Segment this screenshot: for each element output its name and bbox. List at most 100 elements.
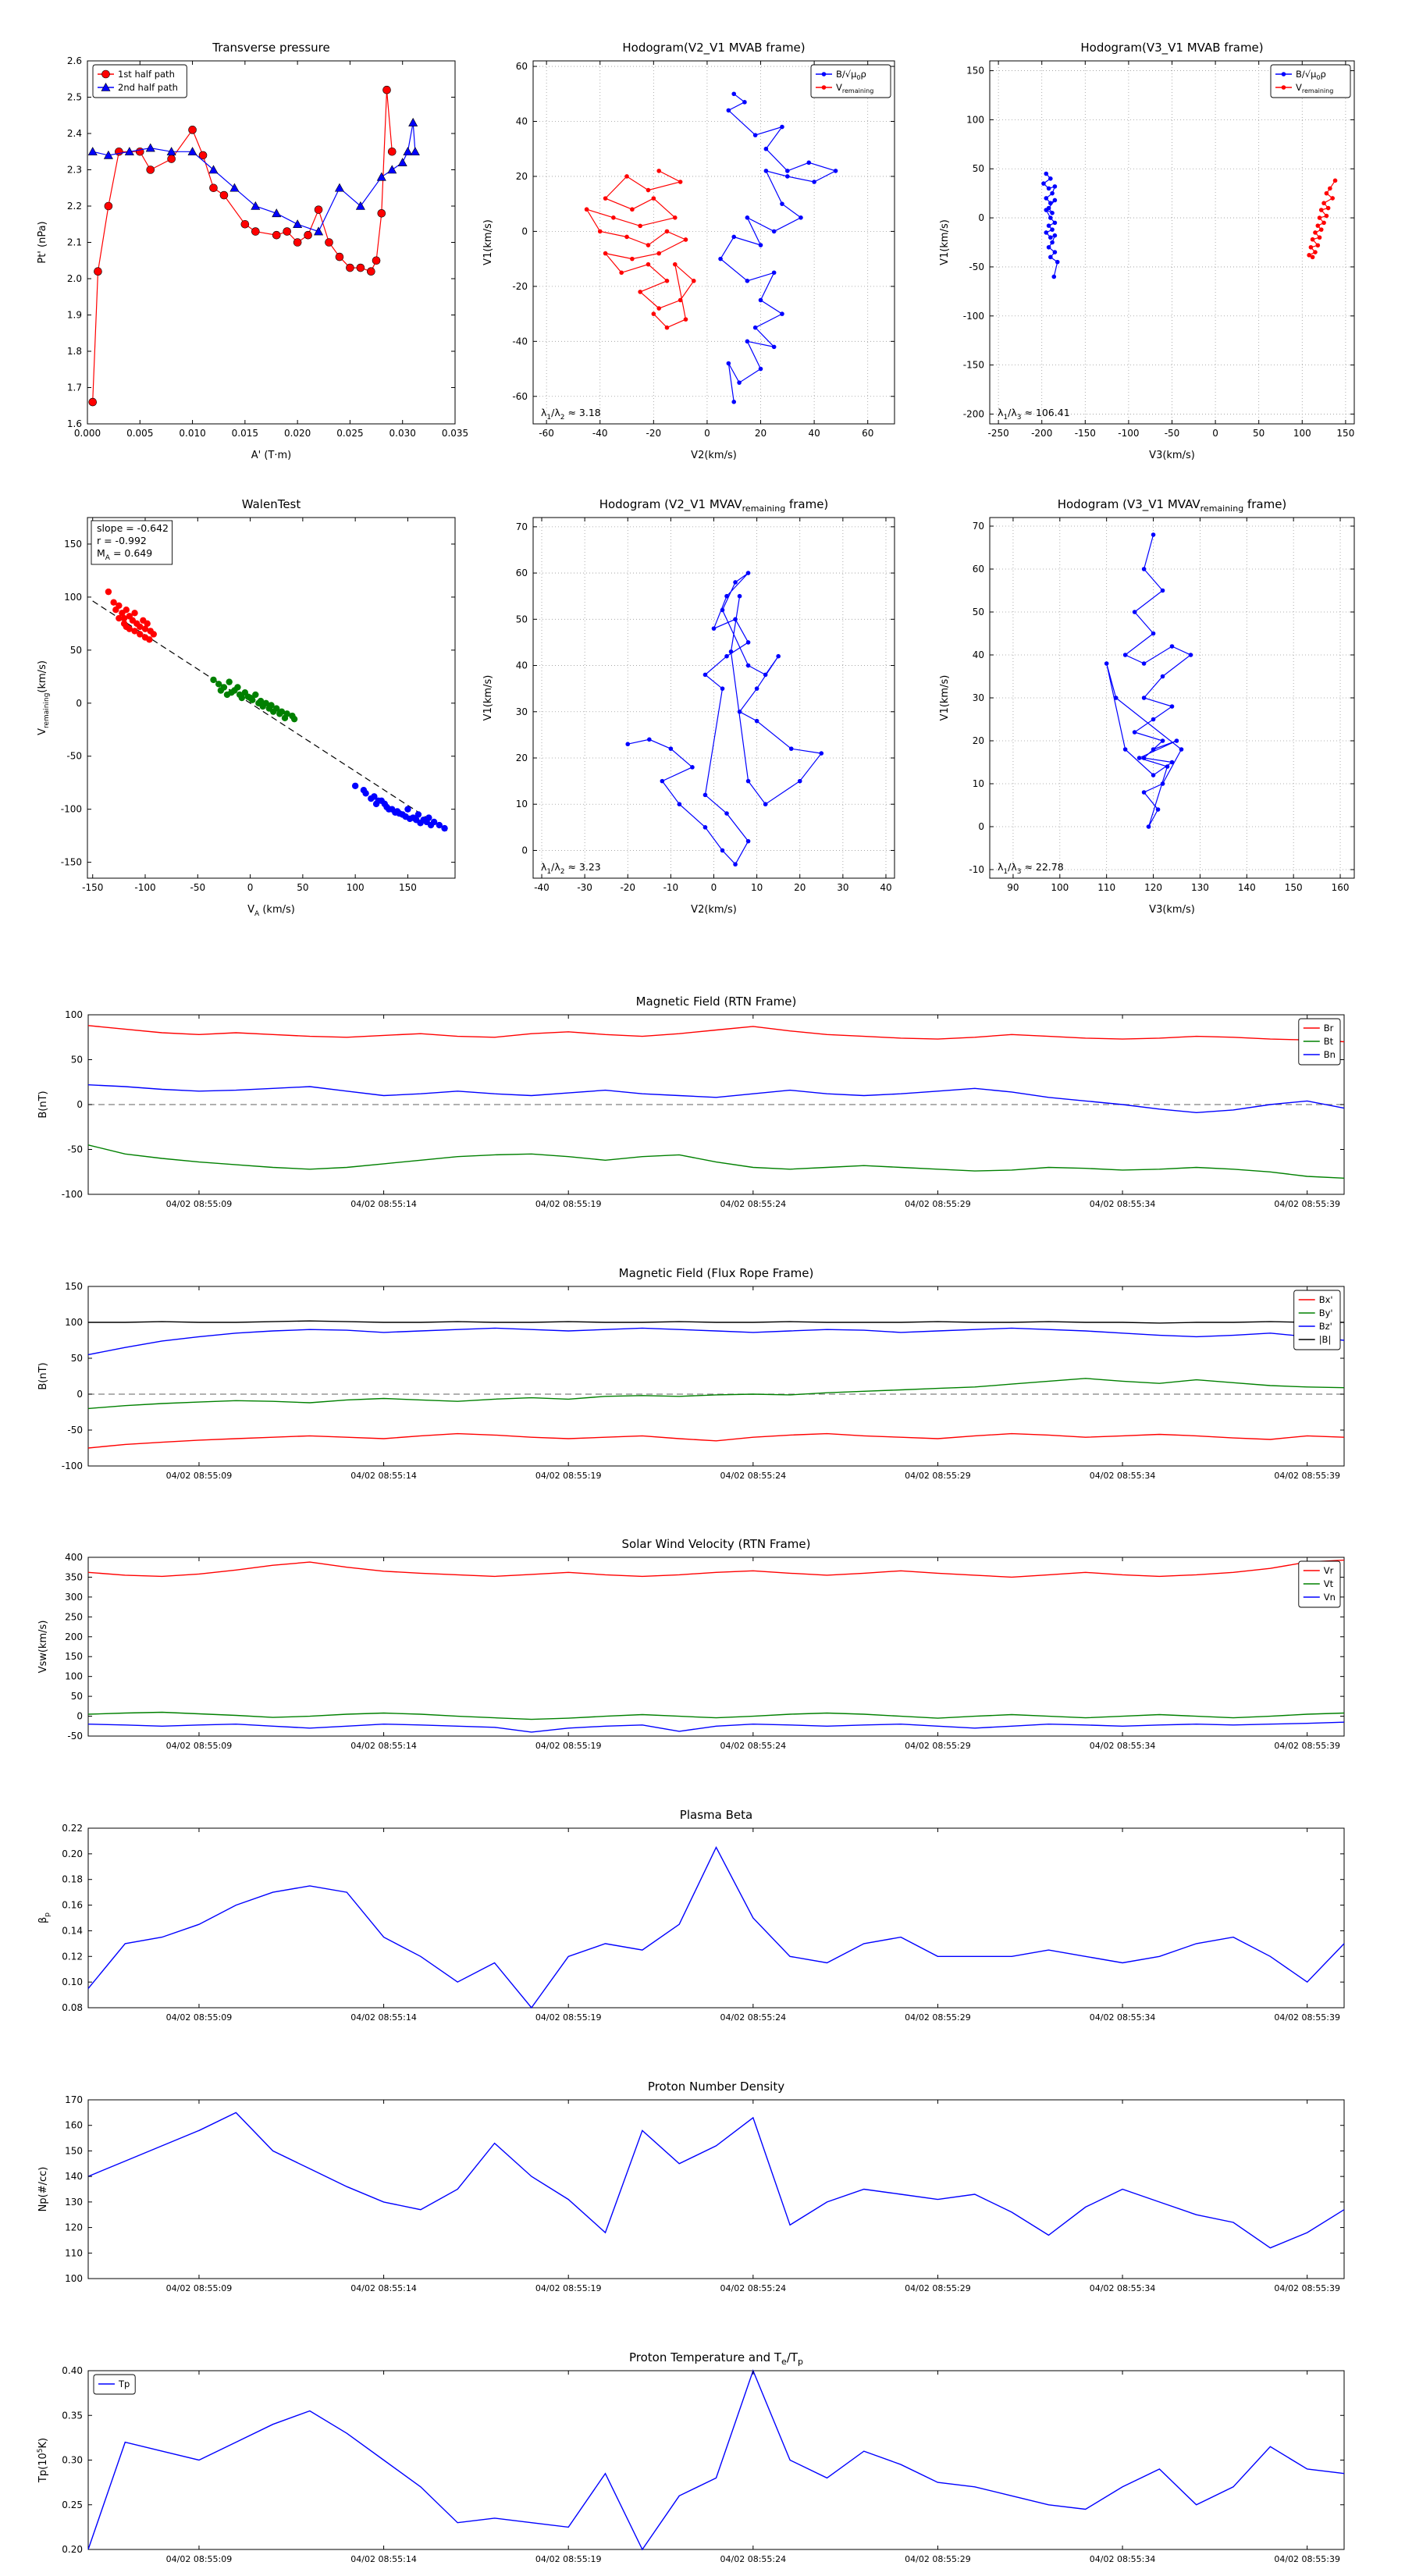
svg-text:V1(km/s): V1(km/s): [939, 675, 951, 721]
svg-text:04/02 08:55:39: 04/02 08:55:39: [1274, 1471, 1340, 1481]
svg-text:160: 160: [1332, 882, 1350, 893]
plasma-beta-chart: 04/02 08:55:09 04/02 08:55:14 04/02 08:55:…: [23, 1795, 1355, 2034]
svg-text:2.2: 2.2: [67, 201, 82, 212]
svg-text:-50: -50: [67, 1731, 83, 1742]
svg-text:0.005: 0.005: [126, 428, 153, 439]
svg-text:B(nT): B(nT): [37, 1091, 49, 1118]
svg-text:60: 60: [516, 568, 528, 578]
svg-text:04/02 08:55:39: 04/02 08:55:39: [1274, 1741, 1340, 1751]
svg-text:λ1​/λ2​ ≈ 3.18: λ1​/λ2​ ≈ 3.18: [541, 407, 601, 422]
svg-text:04/02 08:55:39: 04/02 08:55:39: [1274, 1199, 1340, 1209]
svg-text:λ1​/λ2​ ≈ 3.23: λ1​/λ2​ ≈ 3.23: [541, 861, 601, 876]
svg-text:04/02 08:55:29: 04/02 08:55:29: [905, 2283, 971, 2293]
svg-text:0.030: 0.030: [389, 428, 416, 439]
svg-text:MA​ = 0.649: MA​ = 0.649: [97, 547, 152, 562]
svg-text:WalenTest: WalenTest: [242, 497, 301, 511]
svg-text:04/02 08:55:09: 04/02 08:55:09: [166, 1199, 233, 1209]
svg-text:-150: -150: [1075, 428, 1096, 439]
svg-text:-50: -50: [67, 1144, 83, 1155]
svg-text:20: 20: [794, 882, 806, 893]
chart-svg: 04/02 08:55:09 04/02 08:55:14 04/02 08:55:…: [37, 1266, 1345, 1481]
svg-text:04/02 08:55:39: 04/02 08:55:39: [1274, 2012, 1340, 2023]
svg-text:Vn: Vn: [1324, 1592, 1336, 1603]
svg-text:0.000: 0.000: [74, 428, 101, 439]
svg-text:04/02 08:55:19: 04/02 08:55:19: [535, 2283, 602, 2293]
svg-text:170: 170: [65, 2094, 83, 2105]
svg-text:Proton Number Density: Proton Number Density: [648, 2080, 784, 2094]
proton-number-density-chart: 04/02 08:55:09 04/02 08:55:14 04/02 08:55:…: [23, 2067, 1355, 2305]
svg-text:0.010: 0.010: [179, 428, 205, 439]
chart-svg: 04/02 08:55:09 04/02 08:55:14 04/02 08:55:…: [37, 1537, 1345, 1751]
svg-text:04/02 08:55:29: 04/02 08:55:29: [905, 1199, 971, 1209]
svg-text:100: 100: [966, 114, 984, 125]
svg-text:βp​: βp​: [37, 1912, 52, 1923]
svg-text:0.22: 0.22: [62, 1823, 83, 1834]
chart-svg: 0.000 0.005 0.010 0.015 0.020 0.025 0.030 0.035…: [37, 41, 468, 461]
svg-text:-10: -10: [663, 882, 679, 893]
svg-text:-50: -50: [190, 882, 205, 893]
svg-text:-100: -100: [134, 882, 155, 893]
svg-text:04/02 08:55:14: 04/02 08:55:14: [350, 2012, 417, 2023]
svg-text:0.025: 0.025: [336, 428, 363, 439]
chart-svg: -60 -40 -20 0 20 40 60 -60 -40 -20 0 20 40 60 Hodogram…: [482, 41, 895, 461]
svg-text:V2(km/s): V2(km/s): [691, 450, 737, 461]
svg-text:04/02 08:55:09: 04/02 08:55:09: [166, 2283, 233, 2293]
hodogram-v2v1-mvav-chart: -40 -30 -20 -10 0 10 20 30 40 0 10 20 30 40 50 60 70 Hodo…: [471, 485, 907, 927]
svg-text:-100: -100: [62, 1189, 83, 1200]
svg-text:Plasma Beta: Plasma Beta: [680, 1808, 752, 1822]
svg-text:90: 90: [1007, 882, 1019, 893]
svg-text:0.35: 0.35: [62, 2410, 83, 2421]
svg-text:0.14: 0.14: [62, 1925, 83, 1936]
svg-text:Vremaining​(km/s): Vremaining​(km/s): [37, 660, 51, 735]
svg-text:04/02 08:55:14: 04/02 08:55:14: [350, 1471, 417, 1481]
svg-text:λ1​/λ3​ ≈ 22.78: λ1​/λ3​ ≈ 22.78: [998, 861, 1064, 876]
svg-text:04/02 08:55:14: 04/02 08:55:14: [350, 1199, 417, 1209]
svg-text:-10: -10: [969, 864, 984, 875]
svg-text:-60: -60: [512, 391, 528, 402]
svg-text:0: 0: [247, 882, 254, 893]
svg-text:2.0: 2.0: [67, 273, 82, 284]
svg-text:04/02 08:55:24: 04/02 08:55:24: [720, 1471, 787, 1481]
svg-text:Bt: Bt: [1324, 1036, 1334, 1047]
svg-text:100: 100: [64, 592, 82, 603]
svg-text:40: 40: [516, 660, 528, 671]
svg-text:-100: -100: [1118, 428, 1139, 439]
svg-text:400: 400: [65, 1552, 83, 1563]
chart-svg: -150 -100 -50 0 50 100 150 -150 -100 -50 0 50 100 150…: [37, 497, 456, 918]
svg-text:1.8: 1.8: [67, 346, 82, 357]
svg-text:04/02 08:55:24: 04/02 08:55:24: [720, 2283, 787, 2293]
chart-svg: 04/02 08:55:09 04/02 08:55:14 04/02 08:55:…: [37, 2350, 1345, 2564]
svg-text:04/02 08:55:19: 04/02 08:55:19: [535, 2554, 602, 2564]
svg-text:04/02 08:55:34: 04/02 08:55:34: [1090, 2283, 1156, 2293]
svg-text:0.12: 0.12: [62, 1951, 83, 1962]
magnetic-field-rtn-chart: 04/02 08:55:09 04/02 08:55:14 04/02 08:55:…: [23, 982, 1355, 1221]
svg-text:Magnetic Field (Flux Rope Fram: Magnetic Field (Flux Rope Frame): [619, 1266, 814, 1280]
svg-text:150: 150: [1336, 428, 1354, 439]
chart-svg: 04/02 08:55:09 04/02 08:55:14 04/02 08:55:…: [37, 1808, 1345, 2023]
svg-text:0.20: 0.20: [62, 2544, 83, 2555]
svg-text:0: 0: [1212, 428, 1218, 439]
svg-text:Solar Wind Velocity (RTN Frame: Solar Wind Velocity (RTN Frame): [622, 1537, 811, 1551]
svg-text:V2(km/s): V2(km/s): [691, 904, 737, 916]
svg-text:04/02 08:55:34: 04/02 08:55:34: [1090, 1471, 1156, 1481]
svg-text:0.020: 0.020: [284, 428, 311, 439]
hodogram-v3v1-mvab-chart: -250 -200 -150 -100 -50 0 50 100 150 -200 -150 -100…: [927, 28, 1367, 472]
hodogram-v3v1-mvav-chart: 90 100 110 120 130 140 150 160 -10 0 10 20 30 40 50 60 7…: [927, 485, 1367, 927]
svg-text:2nd half path: 2nd half path: [118, 82, 178, 93]
svg-text:04/02 08:55:19: 04/02 08:55:19: [535, 1741, 602, 1751]
svg-text:Bz': Bz': [1319, 1321, 1332, 1332]
svg-text:VA​ (km/s): VA​ (km/s): [247, 904, 295, 918]
svg-text:30: 30: [516, 706, 528, 717]
svg-text:0.035: 0.035: [442, 428, 468, 439]
svg-text:04/02 08:55:29: 04/02 08:55:29: [905, 1471, 971, 1481]
svg-text:0.16: 0.16: [62, 1900, 83, 1911]
svg-text:40: 40: [516, 116, 528, 127]
proton-temperature-chart: 04/02 08:55:09 04/02 08:55:14 04/02 08:55:…: [23, 2338, 1355, 2576]
svg-text:40: 40: [808, 428, 820, 439]
svg-text:150: 150: [399, 882, 417, 893]
svg-text:50: 50: [70, 645, 82, 656]
svg-text:0: 0: [978, 821, 984, 832]
svg-text:λ1​/λ3​ ≈ 106.41: λ1​/λ3​ ≈ 106.41: [998, 407, 1070, 422]
svg-text:Tp(105​K): Tp(105​K): [37, 2438, 49, 2483]
svg-text:50: 50: [71, 1353, 83, 1364]
